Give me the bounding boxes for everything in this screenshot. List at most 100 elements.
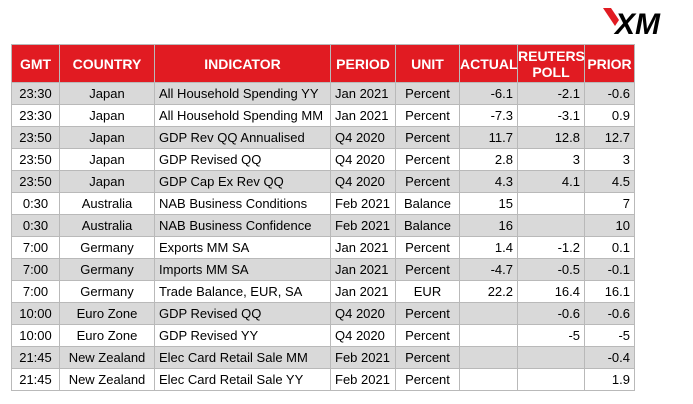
cell-period: Q4 2020 xyxy=(330,324,396,347)
cell-prior: 10 xyxy=(584,214,635,237)
cell-gmt: 7:00 xyxy=(11,236,60,259)
cell-prior: 16.1 xyxy=(584,280,635,303)
cell-actual xyxy=(459,302,518,325)
header-row: GMT COUNTRY INDICATOR PERIOD UNIT ACTUAL… xyxy=(11,44,635,83)
cell-gmt: 0:30 xyxy=(11,214,60,237)
cell-period: Jan 2021 xyxy=(330,104,396,127)
table-row: 7:00 Germany Imports MM SA Jan 2021 Perc… xyxy=(11,258,635,281)
cell-actual xyxy=(459,324,518,347)
cell-unit: Balance xyxy=(395,214,460,237)
cell-prior: -0.1 xyxy=(584,258,635,281)
cell-unit: Balance xyxy=(395,192,460,215)
cell-prior: -5 xyxy=(584,324,635,347)
cell-reuters-poll: 12.8 xyxy=(517,126,585,149)
cell-actual: 1.4 xyxy=(459,236,518,259)
table-row: 23:50 Japan GDP Revised QQ Q4 2020 Perce… xyxy=(11,148,635,171)
cell-indicator: Elec Card Retail Sale YY xyxy=(154,368,331,391)
logo-text: XM xyxy=(613,8,661,40)
cell-gmt: 0:30 xyxy=(11,192,60,215)
cell-gmt: 21:45 xyxy=(11,346,60,369)
table-row: 23:50 Japan GDP Rev QQ Annualised Q4 202… xyxy=(11,126,635,149)
table-row: 23:30 Japan All Household Spending MM Ja… xyxy=(11,104,635,127)
cell-gmt: 23:30 xyxy=(11,104,60,127)
cell-actual xyxy=(459,346,518,369)
cell-indicator: Exports MM SA xyxy=(154,236,331,259)
cell-country: Japan xyxy=(59,170,155,193)
cell-reuters-poll: -0.6 xyxy=(517,302,585,325)
cell-actual: 15 xyxy=(459,192,518,215)
cell-reuters-poll xyxy=(517,346,585,369)
cell-unit: EUR xyxy=(395,280,460,303)
cell-prior: 4.5 xyxy=(584,170,635,193)
cell-gmt: 21:45 xyxy=(11,368,60,391)
cell-indicator: GDP Revised QQ xyxy=(154,302,331,325)
cell-unit: Percent xyxy=(395,368,460,391)
cell-period: Q4 2020 xyxy=(330,302,396,325)
table-header: GMT COUNTRY INDICATOR PERIOD UNIT ACTUAL… xyxy=(11,44,635,83)
cell-actual: -7.3 xyxy=(459,104,518,127)
cell-country: Japan xyxy=(59,104,155,127)
header-reuters-poll: REUTERS POLL xyxy=(517,44,585,83)
table-row: 10:00 Euro Zone GDP Revised QQ Q4 2020 P… xyxy=(11,302,635,325)
cell-indicator: GDP Revised YY xyxy=(154,324,331,347)
cell-actual: -4.7 xyxy=(459,258,518,281)
header-unit: UNIT xyxy=(395,44,460,83)
table-row: 0:30 Australia NAB Business Conditions F… xyxy=(11,192,635,215)
table-row: 21:45 New Zealand Elec Card Retail Sale … xyxy=(11,368,635,391)
cell-actual: -6.1 xyxy=(459,82,518,105)
cell-gmt: 7:00 xyxy=(11,280,60,303)
cell-indicator: NAB Business Conditions xyxy=(154,192,331,215)
cell-indicator: All Household Spending YY xyxy=(154,82,331,105)
cell-prior: 7 xyxy=(584,192,635,215)
cell-actual: 4.3 xyxy=(459,170,518,193)
table-row: 21:45 New Zealand Elec Card Retail Sale … xyxy=(11,346,635,369)
header-country: COUNTRY xyxy=(59,44,155,83)
cell-reuters-poll: 16.4 xyxy=(517,280,585,303)
cell-reuters-poll: 3 xyxy=(517,148,585,171)
cell-prior: 1.9 xyxy=(584,368,635,391)
cell-indicator: GDP Cap Ex Rev QQ xyxy=(154,170,331,193)
cell-period: Q4 2020 xyxy=(330,170,396,193)
cell-unit: Percent xyxy=(395,104,460,127)
cell-country: Japan xyxy=(59,148,155,171)
cell-unit: Percent xyxy=(395,126,460,149)
cell-period: Jan 2021 xyxy=(330,236,396,259)
cell-period: Feb 2021 xyxy=(330,346,396,369)
table-row: 7:00 Germany Exports MM SA Jan 2021 Perc… xyxy=(11,236,635,259)
cell-period: Jan 2021 xyxy=(330,280,396,303)
cell-indicator: NAB Business Confidence xyxy=(154,214,331,237)
cell-gmt: 23:30 xyxy=(11,82,60,105)
table-row: 7:00 Germany Trade Balance, EUR, SA Jan … xyxy=(11,280,635,303)
cell-country: Japan xyxy=(59,126,155,149)
cell-unit: Percent xyxy=(395,258,460,281)
header-prior: PRIOR xyxy=(584,44,635,83)
table-row: 23:30 Japan All Household Spending YY Ja… xyxy=(11,82,635,105)
cell-actual xyxy=(459,368,518,391)
cell-country: Australia xyxy=(59,192,155,215)
cell-gmt: 7:00 xyxy=(11,258,60,281)
xm-logo: XM xyxy=(601,4,685,40)
cell-period: Feb 2021 xyxy=(330,192,396,215)
cell-period: Feb 2021 xyxy=(330,214,396,237)
cell-country: Germany xyxy=(59,258,155,281)
cell-prior: 0.9 xyxy=(584,104,635,127)
xm-logo-mark: XM xyxy=(603,8,661,40)
cell-country: Euro Zone xyxy=(59,302,155,325)
header-indicator: INDICATOR xyxy=(154,44,331,83)
cell-country: Germany xyxy=(59,280,155,303)
cell-actual: 16 xyxy=(459,214,518,237)
cell-reuters-poll: -1.2 xyxy=(517,236,585,259)
cell-reuters-poll: 4.1 xyxy=(517,170,585,193)
cell-period: Jan 2021 xyxy=(330,82,396,105)
cell-country: Australia xyxy=(59,214,155,237)
cell-prior: -0.6 xyxy=(584,302,635,325)
cell-reuters-poll: -0.5 xyxy=(517,258,585,281)
cell-prior: -0.4 xyxy=(584,346,635,369)
economic-calendar-table: GMT COUNTRY INDICATOR PERIOD UNIT ACTUAL… xyxy=(11,44,635,391)
cell-gmt: 10:00 xyxy=(11,302,60,325)
cell-reuters-poll xyxy=(517,192,585,215)
cell-indicator: GDP Revised QQ xyxy=(154,148,331,171)
cell-country: Japan xyxy=(59,82,155,105)
cell-country: New Zealand xyxy=(59,368,155,391)
cell-prior: 0.1 xyxy=(584,236,635,259)
